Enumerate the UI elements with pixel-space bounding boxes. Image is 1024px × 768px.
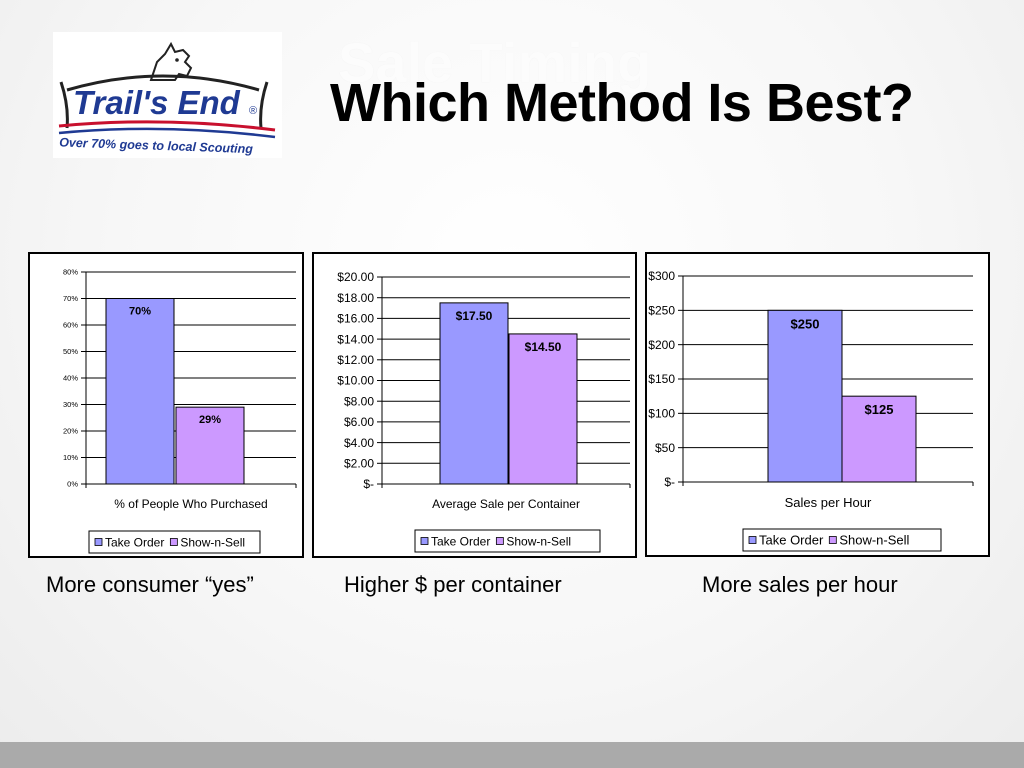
caption-sales-per-hour: More sales per hour [702, 572, 898, 597]
bar-show-n-sell [841, 395, 917, 483]
bar-take-order [439, 302, 509, 485]
y-tick-label: $16.00 [337, 312, 374, 326]
y-tick-label: 0% [67, 480, 78, 489]
bar-show-n-sell [508, 333, 578, 485]
slide-title: Which Method Is Best? [330, 73, 914, 133]
legend-swatch-show-n-sell [169, 538, 178, 546]
y-tick-label: $4.00 [344, 436, 374, 450]
data-label-show-n-sell: $14.50 [525, 340, 562, 354]
y-tick-label: $- [664, 475, 675, 489]
y-tick-label: $18.00 [337, 291, 374, 305]
legend-swatch-take-order [94, 538, 103, 546]
logo-graphic: Trail's End ® Over 70% goes to local Sco… [58, 41, 276, 156]
wolf-head-icon [149, 41, 193, 81]
legend-swatch-show-n-sell [828, 536, 837, 544]
logo-arc-outer [59, 81, 69, 129]
wolf-eye-icon [175, 58, 179, 62]
legend-label-take-order: Take Order [431, 534, 490, 548]
y-tick-label: $14.00 [337, 332, 374, 346]
y-tick-label: 40% [63, 374, 78, 383]
data-label-show-n-sell: 29% [199, 414, 221, 426]
y-tick-label: 20% [63, 427, 78, 436]
data-label-take-order: $250 [791, 316, 820, 331]
trails-end-logo: Trail's End ® Over 70% goes to local Sco… [53, 32, 282, 158]
legend-box [742, 528, 942, 552]
y-tick-label: $8.00 [344, 394, 374, 408]
y-tick-label: 50% [63, 347, 78, 356]
chart-percent-purchased: 0% 10% 20% 30% 40% 50% 60% 70% 80% 70% 29% % of Peo… [28, 252, 304, 558]
data-label-take-order: 70% [129, 306, 151, 318]
y-tick-label: 60% [63, 321, 78, 330]
category-label: Average Sale per Container [432, 497, 580, 511]
legend-label-show-n-sell: Show-n-Sell [506, 534, 571, 548]
y-tick-label: $12.00 [337, 353, 374, 367]
data-label-take-order: $17.50 [456, 309, 493, 323]
y-tick-label: $300 [648, 269, 675, 283]
data-label-show-n-sell: $125 [865, 402, 894, 417]
bar-show-n-sell [175, 406, 245, 485]
legend-label-show-n-sell: Show-n-Sell [839, 533, 909, 548]
y-tick-label: 80% [63, 268, 78, 277]
chart-sales-per-hour: $- $50 $100 $150 $200 $250 $300 $250 $125 Sales p… [645, 252, 990, 557]
category-label: % of People Who Purchased [114, 497, 267, 511]
y-tick-label: $- [363, 477, 374, 491]
category-label: Sales per Hour [785, 495, 872, 510]
legend-box [414, 529, 601, 553]
legend-label-take-order: Take Order [759, 533, 824, 548]
logo-registered-mark: ® [249, 105, 257, 117]
bar-take-order [767, 309, 843, 483]
y-tick-label: $100 [648, 407, 675, 421]
ghost-title: Sale Timing [338, 31, 652, 94]
chart-average-sale: $- $2.00 $4.00 $6.00 $8.00 $10.00 $12.00 $14.00… [312, 252, 637, 558]
logo-brand-text: Trail's End [73, 84, 241, 121]
legend-label-take-order: Take Order [105, 535, 164, 549]
y-tick-label: $200 [648, 338, 675, 352]
caption-consumer-yes: More consumer “yes” [46, 572, 254, 597]
caption-dollar-per-container: Higher $ per container [344, 572, 562, 597]
y-tick-label: $2.00 [344, 457, 374, 471]
chart-average-sale-svg: $- $2.00 $4.00 $6.00 $8.00 $10.00 $12.00 $14.00… [337, 270, 631, 553]
y-tick-label: $150 [648, 372, 675, 386]
logo-arc-outer-right [259, 81, 269, 129]
y-tick-label: $20.00 [337, 270, 374, 284]
chart-percent-purchased-svg: 0% 10% 20% 30% 40% 50% 60% 70% 80% 70% 29% % of Peo… [63, 268, 297, 554]
logo-stripe-blue [58, 127, 276, 139]
legend-label-show-n-sell: Show-n-Sell [180, 535, 245, 549]
logo-tagline: Over 70% goes to local Scouting [59, 135, 254, 156]
y-tick-label: $6.00 [344, 415, 374, 429]
legend-swatch-take-order [420, 537, 429, 545]
footer-bar [0, 742, 1024, 768]
y-tick-label: $10.00 [337, 374, 374, 388]
y-tick-label: 70% [63, 294, 78, 303]
y-tick-label: 30% [63, 400, 78, 409]
chart-sales-per-hour-svg: $- $50 $100 $150 $200 $250 $300 $250 $125 Sales p… [648, 269, 974, 552]
logo-arc-top [66, 74, 260, 92]
y-tick-label: $250 [648, 304, 675, 318]
legend-swatch-show-n-sell [495, 537, 504, 545]
legend-swatch-take-order [748, 536, 757, 544]
bar-take-order [105, 298, 175, 485]
logo-stripe-red [58, 120, 276, 132]
y-tick-label: $50 [655, 441, 675, 455]
y-tick-label: 10% [63, 453, 78, 462]
